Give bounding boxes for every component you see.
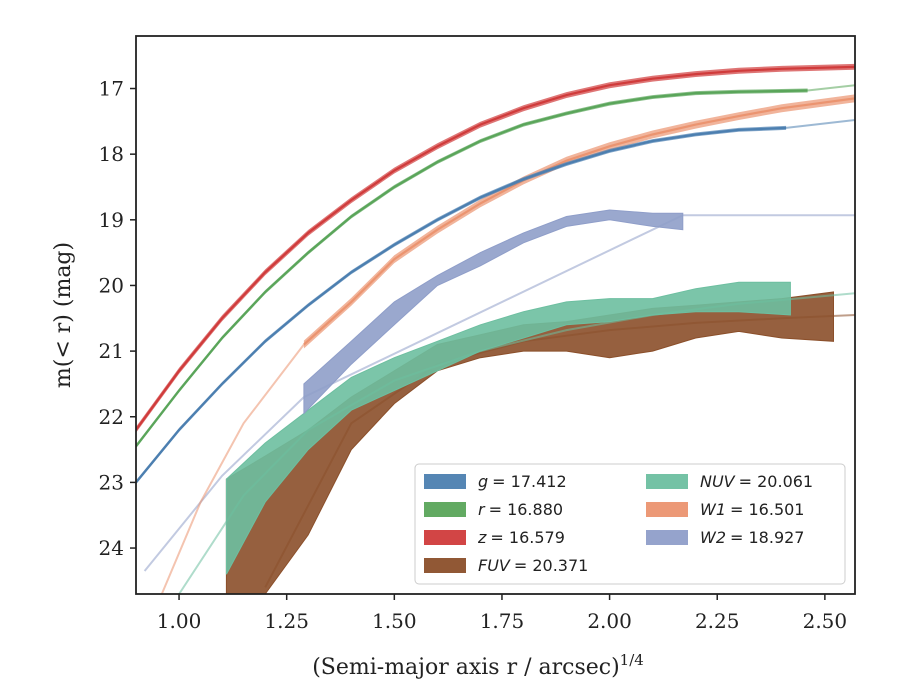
legend-label-fuv: FUV = 20.371: [478, 556, 588, 575]
y-axis-label: m(< r) (mag): [51, 242, 76, 388]
series-g-model-line: [785, 119, 855, 129]
legend-entry-z: z = 16.579: [424, 528, 565, 547]
legend-swatch-w1: [646, 502, 688, 517]
legend-label-w1: W1 = 16.501: [700, 500, 804, 519]
legend-label-w2: W2 = 18.927: [700, 528, 804, 547]
x-tick-label: 2.00: [587, 609, 632, 633]
x-tick-label: 2.50: [803, 609, 848, 633]
legend-swatch-r: [424, 502, 466, 517]
legend-swatch-nuv: [646, 474, 688, 489]
y-tick-label: 20: [99, 273, 124, 297]
series-r-model-line: [807, 84, 855, 92]
legend-label-g: g = 17.412: [478, 472, 567, 491]
x-axis-label: (Semi-major axis r / arcsec)1/4: [312, 651, 644, 680]
legend-swatch-g: [424, 474, 466, 489]
legend-label-r: r = 16.880: [478, 500, 563, 519]
x-tick-label: 1.75: [480, 609, 525, 633]
x-tick-label: 2.25: [695, 609, 740, 633]
series-z-line: [136, 65, 855, 431]
legend-swatch-fuv: [424, 558, 466, 573]
x-axis-label-text: (Semi-major axis r / arcsec): [312, 655, 619, 680]
y-axis: 17 18 19 20 21 22 23 24: [99, 77, 136, 560]
legend-swatch-w2: [646, 530, 688, 545]
series-g-line: [136, 126, 787, 484]
series-r-line: [136, 89, 808, 447]
x-tick-label: 1.50: [372, 609, 417, 633]
y-tick-label: 18: [99, 142, 124, 166]
y-tick-label: 23: [99, 470, 124, 494]
legend-swatch-z: [424, 530, 466, 545]
legend-entry-g: g = 17.412: [424, 472, 567, 491]
legend-entry-fuv: FUV = 20.371: [424, 556, 588, 575]
legend: g = 17.412 r = 16.880 z = 16.579 FUV = 20.371 NU…: [414, 463, 846, 585]
legend-entry-w2: W2 = 18.927: [646, 528, 804, 547]
series-w1-line: [303, 97, 855, 346]
y-tick-label: 21: [99, 339, 124, 363]
y-tick-label: 19: [99, 208, 124, 232]
x-tick-label: 1.00: [157, 609, 202, 633]
legend-label-nuv: NUV = 20.061: [700, 472, 813, 491]
legend-label-z: z = 16.579: [477, 528, 565, 547]
legend-entry-w1: W1 = 16.501: [646, 500, 804, 519]
series-w2-band: [303, 209, 684, 415]
legend-entry-r: r = 16.880: [424, 500, 563, 519]
y-tick-label: 24: [99, 536, 124, 560]
series-w1-model-line: [160, 343, 305, 594]
x-axis-label-superscript: 1/4: [620, 651, 644, 669]
svg-text:(Semi-major axis r / arcsec)1/: (Semi-major axis r / arcsec)1/4: [312, 651, 644, 680]
x-tick-label: 1.25: [264, 609, 309, 633]
plot-frame: [135, 35, 856, 595]
y-tick-label: 22: [99, 405, 124, 429]
series-nuv-band: [225, 281, 791, 575]
legend-entry-nuv: NUV = 20.061: [646, 472, 813, 491]
legend-frame: [414, 463, 846, 585]
y-tick-label: 17: [99, 77, 124, 101]
series-layer: [136, 63, 855, 594]
x-axis: 1.00 1.25 1.50 1.75 2.00 2.25 2.50: [157, 594, 847, 633]
